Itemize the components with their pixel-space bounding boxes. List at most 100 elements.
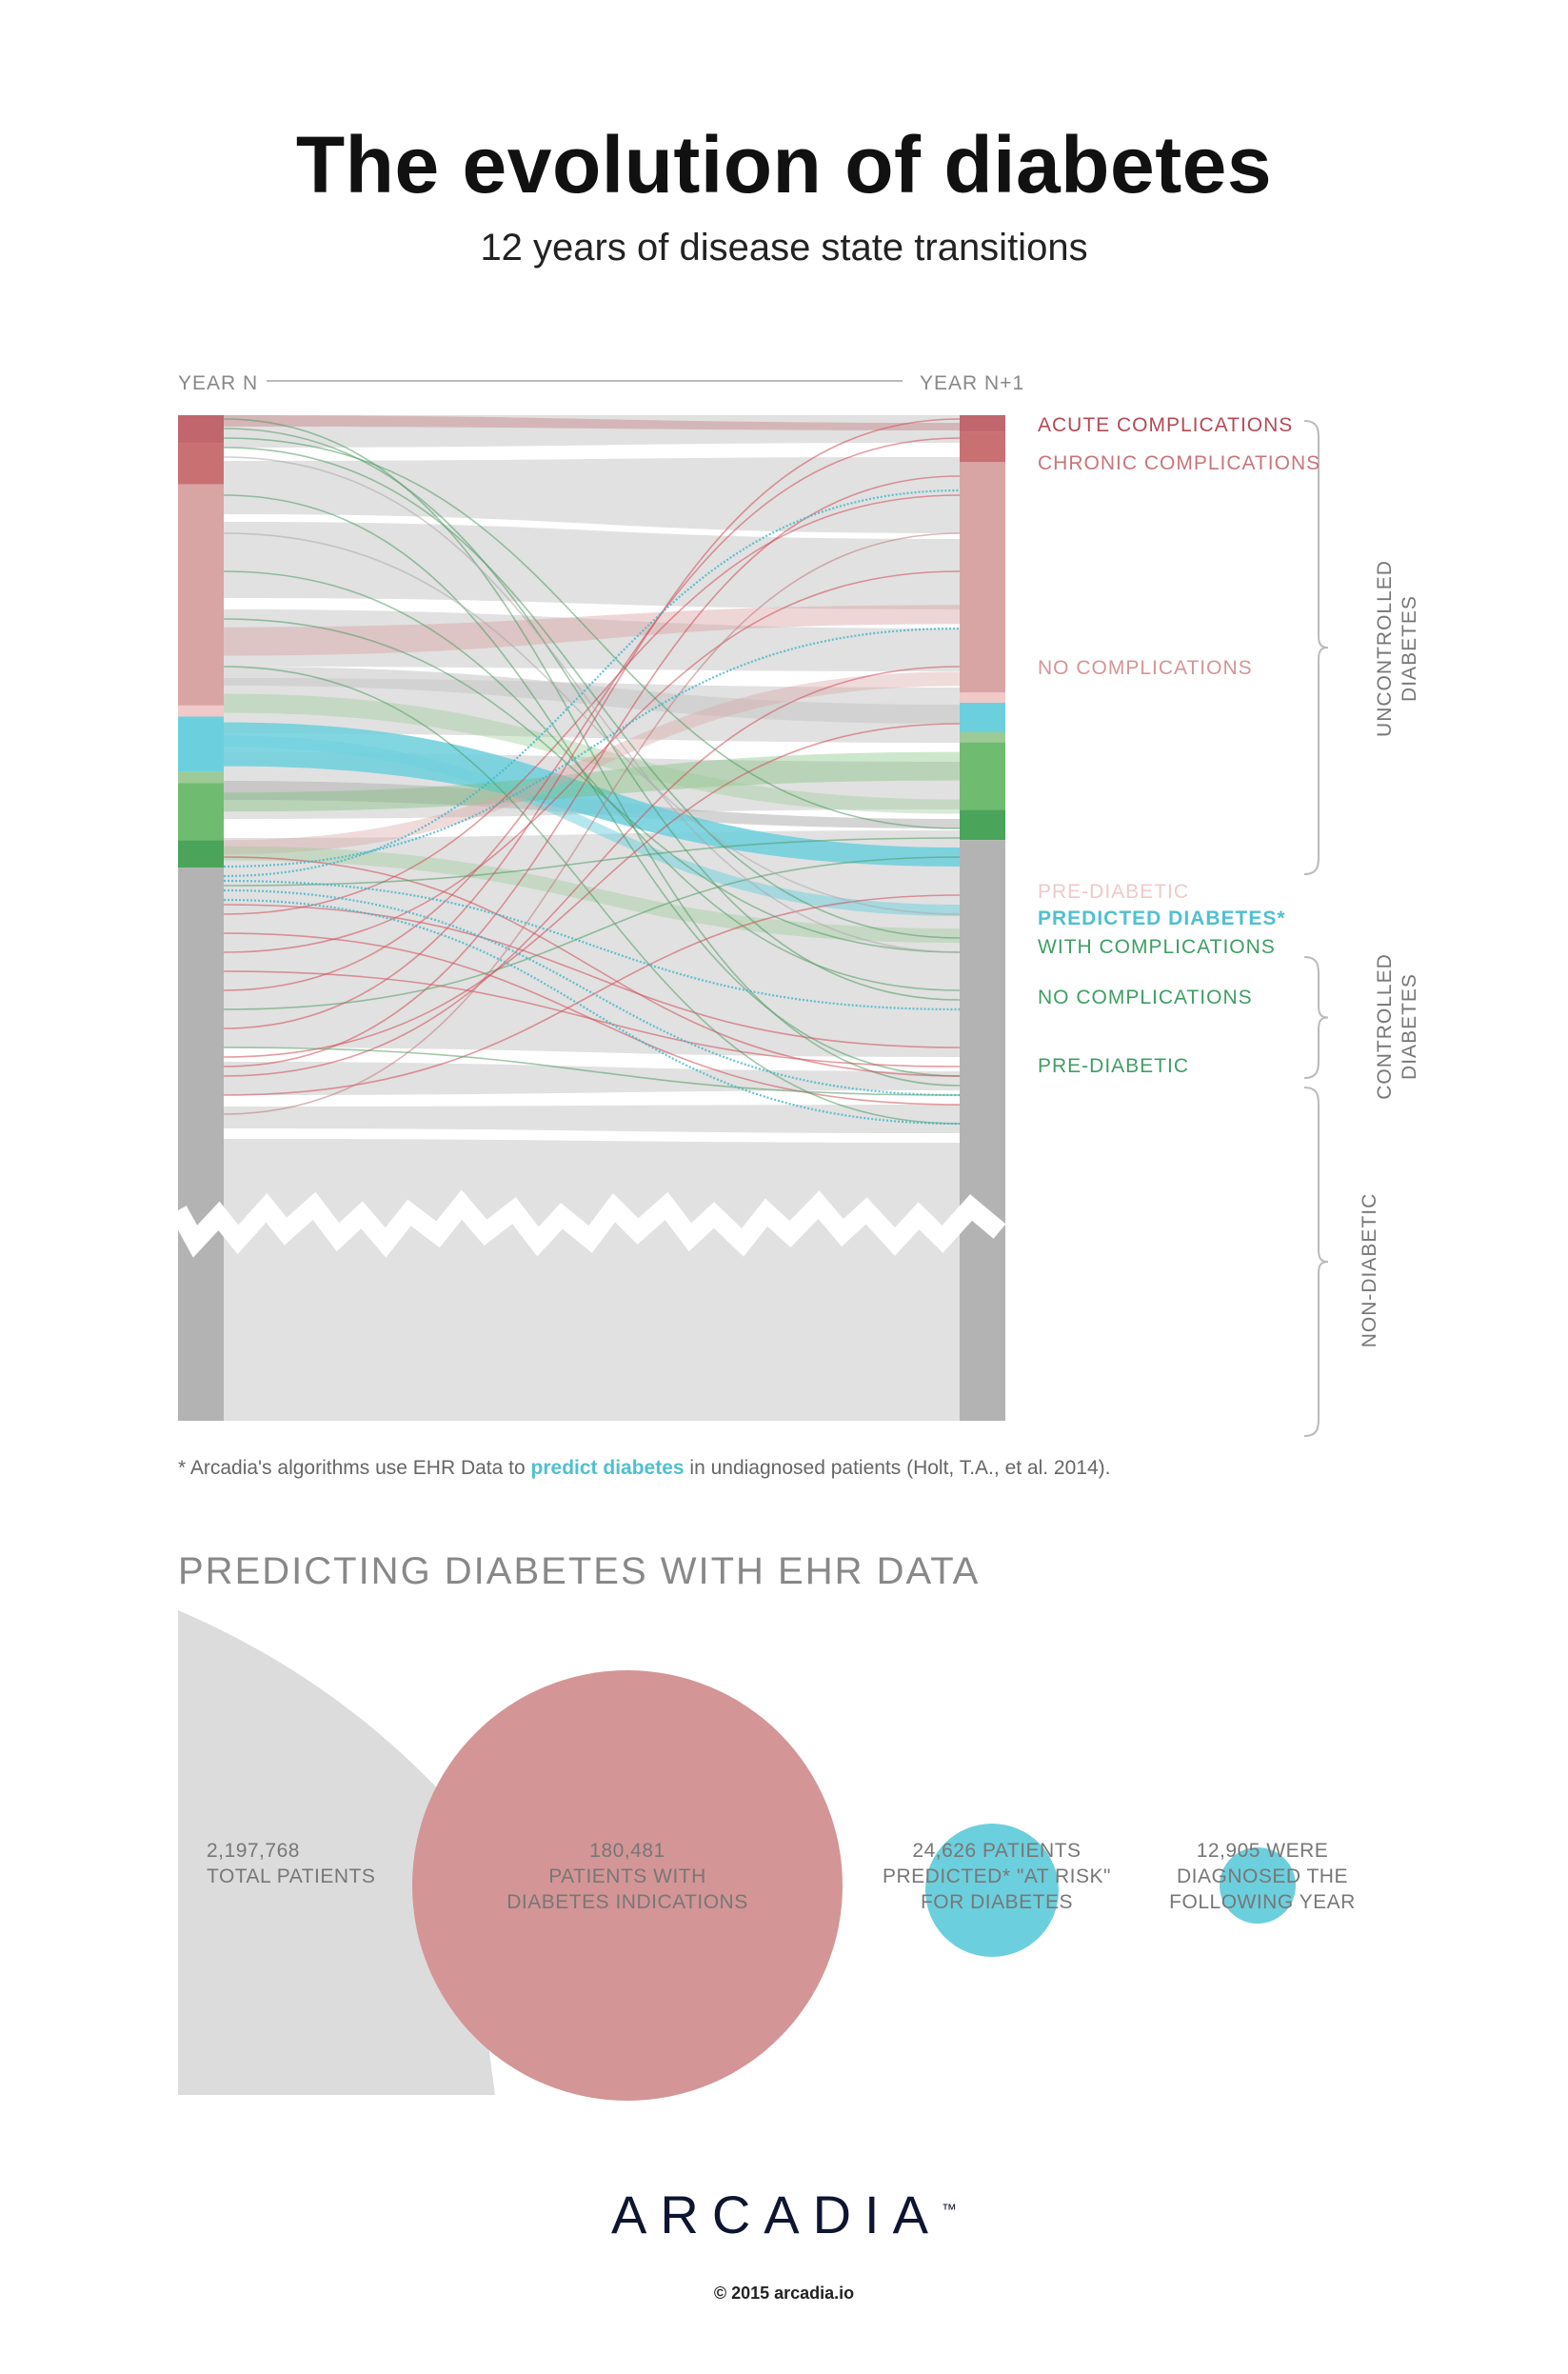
total-patients-label: 2,197,768 TOTAL PATIENTS	[207, 1838, 375, 1889]
footnote-link[interactable]: predict diabetes	[530, 1457, 685, 1479]
flow-line-0	[223, 418, 961, 1087]
label-controlled-pre-diabetic: PRE-DIABETIC	[1038, 1055, 1190, 1077]
axis-break-mark	[169, 1189, 1006, 1258]
group-uncontrolled-line2: DIABETES	[1399, 595, 1420, 702]
flow-gap-8	[224, 1128, 960, 1143]
flow-line-7	[223, 475, 961, 1067]
indications-caption-2: DIABETES INDICATIONS	[506, 1891, 748, 1913]
bracket-non-diabetic	[1303, 1087, 1329, 1437]
brand-tm: ™	[941, 2202, 957, 2219]
footnote: * Arcadia's algorithms use EHR Data to p…	[178, 1457, 1110, 1480]
flow-line-17	[223, 856, 961, 1010]
flow-line-24	[223, 723, 961, 1058]
predicted-caption-1: PREDICTED* "AT RISK"	[882, 1865, 1111, 1887]
right-stacked-bar	[960, 415, 1005, 1421]
diagnosed-bubble	[1220, 1847, 1296, 1924]
flow-line-2	[223, 447, 961, 939]
flow-line-14	[223, 437, 961, 829]
flow-predicted-line-0	[223, 627, 961, 868]
label-acute-complications: ACUTE COMPLICATIONS	[1038, 414, 1294, 436]
total-value: 2,197,768	[207, 1840, 300, 1862]
left-segment-controlled_no	[178, 783, 224, 841]
flow-pink-0	[224, 671, 960, 855]
flow-predicted-line-4	[223, 898, 961, 1126]
flow-gap-1	[224, 514, 960, 539]
left-segment-acute	[178, 415, 224, 444]
flow-acute-self	[224, 415, 960, 430]
brand-name: ARCADIA	[611, 2184, 942, 2244]
footnote-prefix: * Arcadia's algorithms use EHR Data to	[178, 1457, 531, 1479]
right-segment-uncontrolled_pre	[960, 692, 1005, 703]
group-uncontrolled-line1: UNCONTROLLED	[1374, 560, 1396, 737]
left-segment-uncontrolled_pre	[178, 705, 224, 717]
diagnosed-value: 12,905 WERE	[1196, 1840, 1329, 1862]
section-title: PREDICTING DIABETES WITH EHR DATA	[178, 1550, 981, 1592]
left-segment-predicted	[178, 716, 224, 772]
flow-line-25	[223, 837, 961, 887]
copyright: © 2015 arcadia.io	[713, 2284, 855, 2303]
label-controlled-no-complications: NO COMPLICATIONS	[1038, 987, 1253, 1008]
label-predicted-diabetes: PREDICTED DIABETES*	[1038, 908, 1286, 929]
label-controlled-with-complications: WITH COMPLICATIONS	[1038, 936, 1276, 958]
right-segment-acute	[960, 415, 1005, 432]
predicted-label: 24,626 PATIENTS PREDICTED* "AT RISK" FOR…	[873, 1838, 1121, 1915]
flow-predicted-secondary	[224, 735, 960, 916]
predicted-value: 24,626 PATIENTS	[912, 1840, 1082, 1862]
right-segment-predicted	[960, 702, 1005, 732]
flow-predicted-line-1	[223, 489, 961, 878]
label-uncontrolled-pre-diabetic: PRE-DIABETIC	[1038, 881, 1190, 903]
flow-line-23	[223, 532, 961, 1115]
flow-line-20	[223, 970, 961, 1067]
left-segment-controlled_with	[178, 771, 224, 784]
flow-line-22	[223, 532, 961, 915]
indications-label: 180,481 PATIENTS WITH DIABETES INDICATIO…	[485, 1838, 770, 1915]
flow-background	[224, 415, 960, 1421]
left-stacked-bar	[178, 415, 224, 1421]
bracket-controlled	[1303, 956, 1329, 1079]
group-label-non-diabetic: NON-DIABETIC	[1358, 1166, 1384, 1375]
flow-line-11	[223, 856, 961, 1077]
predicted-caption-2: FOR DIABETES	[920, 1891, 1074, 1913]
flow-line-5	[223, 437, 961, 991]
flow-line-15	[223, 618, 961, 953]
diagnosed-caption-1: DIAGNOSED THE	[1177, 1865, 1348, 1887]
right-segment-chronic	[960, 431, 1005, 463]
flow-line-16	[223, 666, 961, 1125]
indications-caption-1: PATIENTS WITH	[548, 1865, 706, 1887]
predicted-bubble	[925, 1824, 1059, 1957]
flow-gap-7	[224, 1090, 960, 1107]
sankey-chart	[169, 380, 1329, 1437]
flow-gap-0	[224, 443, 960, 461]
left-axis-label: YEAR N	[178, 372, 259, 394]
group-label-controlled: CONTROLLED DIABETES	[1373, 922, 1426, 1131]
group-label-uncontrolled: UNCONTROLLED DIABETES	[1373, 534, 1426, 763]
group-controlled-line2: DIABETES	[1399, 973, 1420, 1080]
left-segment-uncontrolled_no	[178, 484, 224, 706]
page-title: The evolution of diabetes	[295, 120, 1273, 209]
label-uncontrolled-no-complications: NO COMPLICATIONS	[1038, 657, 1253, 679]
flow-line-8	[223, 570, 961, 953]
right-axis-label: YEAR N+1	[920, 372, 1025, 394]
diagnosed-label: 12,905 WERE DIAGNOSED THE FOLLOWING YEAR	[1148, 1838, 1377, 1915]
bracket-uncontrolled	[1303, 420, 1329, 875]
label-chronic-complications: CHRONIC COMPLICATIONS	[1038, 452, 1321, 474]
bubble-chart	[178, 1610, 1296, 2101]
flow-gap-2	[224, 598, 960, 628]
flow-line-18	[223, 1047, 961, 1096]
right-segment-controlled_with	[960, 731, 1005, 743]
left-segment-chronic	[178, 443, 224, 485]
indications-value: 180,481	[589, 1840, 665, 1862]
left-segment-non_diabetic	[178, 868, 224, 1421]
flow-uncontrolled-stay	[224, 605, 960, 656]
flow-line-4	[223, 570, 961, 991]
group-non-diabetic-line1: NON-DIABETIC	[1359, 1192, 1380, 1348]
total-patients-area	[178, 1610, 495, 2095]
flow-line-13	[223, 894, 961, 1096]
flow-line-10	[223, 666, 961, 1077]
right-segment-controlled_pre	[960, 809, 1005, 841]
group-brackets	[1303, 420, 1329, 1437]
flow-line-21	[223, 456, 961, 953]
page-subtitle: 12 years of disease state transitions	[480, 227, 1088, 269]
flow-line-19	[223, 904, 961, 1048]
left-segment-controlled_pre	[178, 840, 224, 868]
